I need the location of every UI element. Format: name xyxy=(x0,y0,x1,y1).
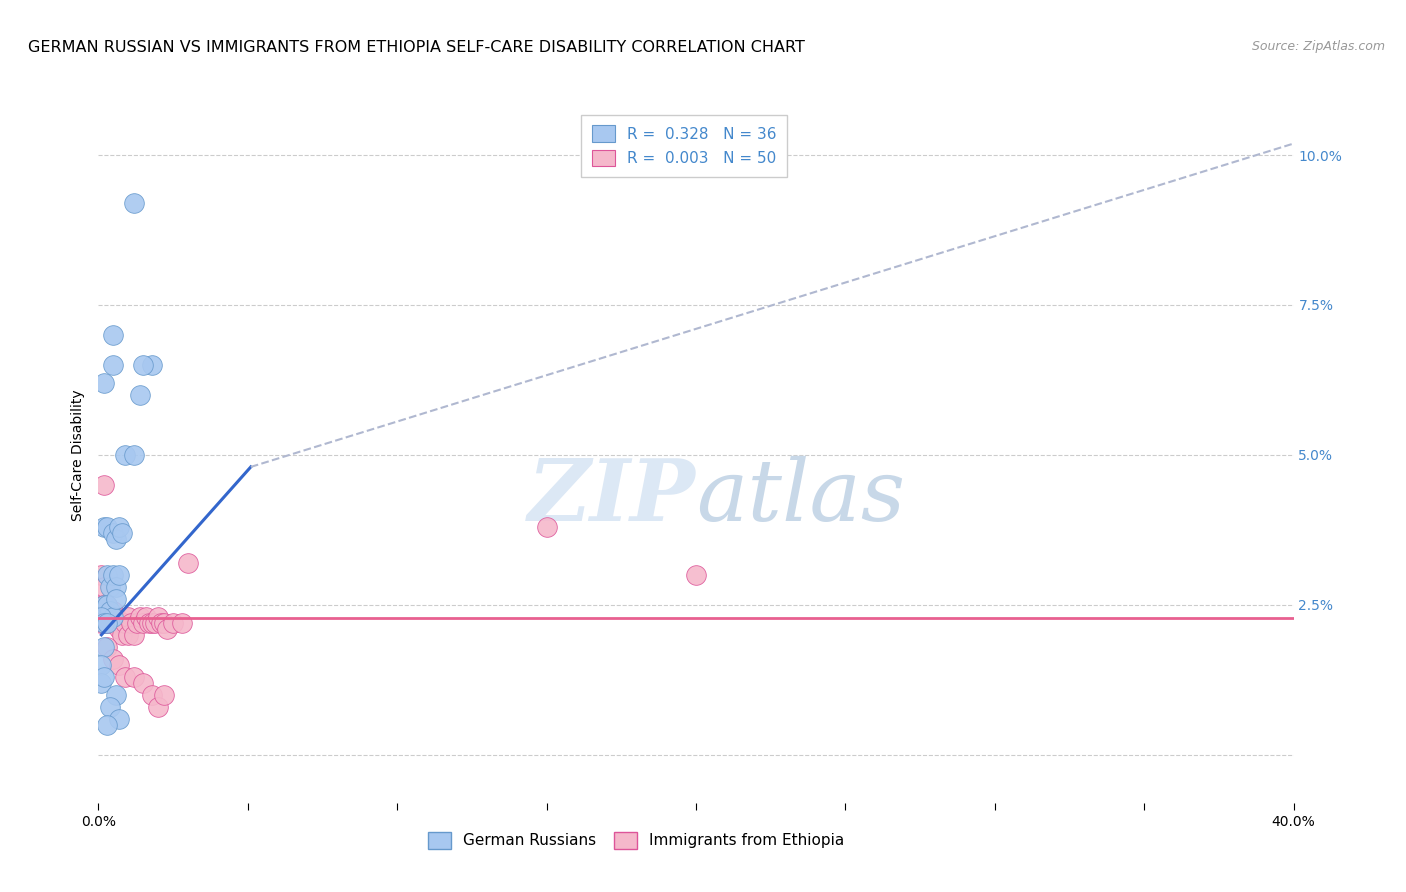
Point xyxy=(120,615,142,630)
Point xyxy=(96,598,118,612)
Point xyxy=(93,598,115,612)
Point xyxy=(90,615,112,630)
Point xyxy=(90,567,112,582)
Point xyxy=(96,598,118,612)
Point xyxy=(103,358,125,372)
Point xyxy=(127,615,149,630)
Point xyxy=(105,580,128,594)
Point xyxy=(93,640,115,654)
Point xyxy=(129,610,152,624)
Point xyxy=(93,376,115,390)
Point xyxy=(111,615,134,630)
Point xyxy=(103,610,125,624)
Point xyxy=(108,615,131,630)
Point xyxy=(103,328,125,343)
Point xyxy=(103,604,125,618)
Point xyxy=(103,525,125,540)
Point xyxy=(93,520,115,534)
Point xyxy=(98,699,122,714)
Point xyxy=(132,676,155,690)
Y-axis label: Self-Care Disability: Self-Care Disability xyxy=(72,389,86,521)
Point xyxy=(153,688,176,702)
Point xyxy=(105,532,128,546)
Point xyxy=(132,358,155,372)
Point xyxy=(148,699,170,714)
Point xyxy=(105,591,128,606)
Point xyxy=(138,615,160,630)
Point xyxy=(124,196,146,211)
Point xyxy=(98,580,122,594)
Point xyxy=(93,615,115,630)
Point xyxy=(153,615,176,630)
Point xyxy=(536,520,558,534)
Point xyxy=(108,712,131,726)
Point xyxy=(98,604,122,618)
Point xyxy=(117,610,139,624)
Point xyxy=(129,388,152,402)
Point xyxy=(114,670,136,684)
Point xyxy=(90,610,112,624)
Point xyxy=(177,556,200,570)
Point xyxy=(105,615,128,630)
Point xyxy=(143,615,166,630)
Text: Source: ZipAtlas.com: Source: ZipAtlas.com xyxy=(1251,40,1385,54)
Point xyxy=(114,615,136,630)
Point xyxy=(132,615,155,630)
Legend: German Russians, Immigrants from Ethiopia: German Russians, Immigrants from Ethiopi… xyxy=(419,822,853,858)
Text: GERMAN RUSSIAN VS IMMIGRANTS FROM ETHIOPIA SELF-CARE DISABILITY CORRELATION CHAR: GERMAN RUSSIAN VS IMMIGRANTS FROM ETHIOP… xyxy=(28,40,806,55)
Point xyxy=(108,567,131,582)
Point xyxy=(96,615,118,630)
Point xyxy=(117,628,139,642)
Point xyxy=(93,615,115,630)
Point xyxy=(108,520,131,534)
Point xyxy=(172,615,194,630)
Point xyxy=(90,598,112,612)
Point xyxy=(103,567,125,582)
Point xyxy=(93,598,115,612)
Point xyxy=(96,567,118,582)
Point xyxy=(90,676,112,690)
Point xyxy=(156,622,179,636)
Point xyxy=(96,640,118,654)
Point xyxy=(93,580,115,594)
Point xyxy=(162,615,184,630)
Point xyxy=(96,718,118,732)
Point xyxy=(135,610,157,624)
Point xyxy=(685,567,707,582)
Point xyxy=(90,657,112,672)
Point xyxy=(103,652,125,666)
Point xyxy=(103,615,125,630)
Point xyxy=(141,688,163,702)
Point xyxy=(111,525,134,540)
Point xyxy=(108,657,131,672)
Point xyxy=(124,628,146,642)
Point xyxy=(105,610,128,624)
Point xyxy=(108,622,131,636)
Point xyxy=(124,448,146,462)
Point xyxy=(96,610,118,624)
Point xyxy=(93,670,115,684)
Text: atlas: atlas xyxy=(696,455,905,538)
Point xyxy=(96,520,118,534)
Point xyxy=(96,615,118,630)
Point xyxy=(141,615,163,630)
Text: ZIP: ZIP xyxy=(529,455,696,539)
Point xyxy=(148,610,170,624)
Point xyxy=(98,604,122,618)
Point xyxy=(111,628,134,642)
Point xyxy=(124,670,146,684)
Point xyxy=(150,615,173,630)
Point xyxy=(98,615,122,630)
Point xyxy=(114,448,136,462)
Point xyxy=(93,478,115,492)
Point xyxy=(141,358,163,372)
Point xyxy=(105,688,128,702)
